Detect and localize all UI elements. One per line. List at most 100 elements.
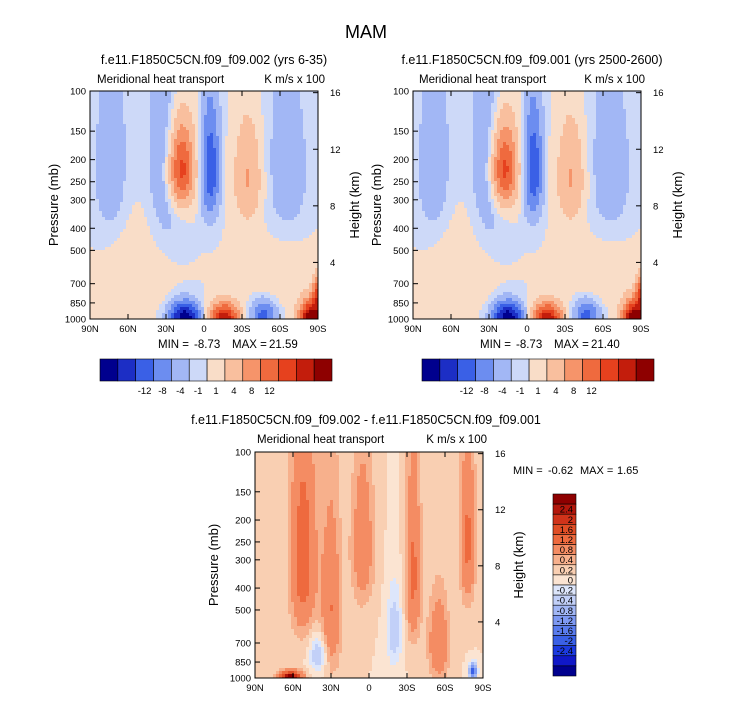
contour-cell xyxy=(267,175,271,179)
contour-cell xyxy=(186,265,190,269)
contour-cell xyxy=(312,130,316,134)
contour-cell xyxy=(237,268,241,272)
contour-cell xyxy=(138,139,142,143)
contour-cell xyxy=(216,202,220,206)
contour-cell xyxy=(291,232,295,236)
contour-cell xyxy=(207,175,211,179)
contour-cell xyxy=(186,226,190,230)
contour-cell xyxy=(276,163,280,167)
contour-cell xyxy=(186,238,190,242)
contour-cell xyxy=(108,187,112,191)
contour-cell xyxy=(258,151,262,155)
contour-cell xyxy=(117,121,121,125)
contour-cell xyxy=(120,211,124,215)
contour-cell xyxy=(192,112,196,116)
contour-cell xyxy=(249,139,253,143)
contour-cell xyxy=(99,229,103,233)
contour-cell xyxy=(180,169,184,173)
contour-cell xyxy=(225,259,229,263)
contour-cell xyxy=(198,253,202,257)
contour-cell xyxy=(312,283,316,287)
contour-cell xyxy=(192,175,196,179)
contour-cell xyxy=(186,112,190,116)
contour-cell xyxy=(231,130,235,134)
contour-cell xyxy=(270,130,274,134)
contour-cell xyxy=(189,193,193,197)
contour-cell xyxy=(240,157,244,161)
contour-cell xyxy=(177,139,181,143)
contour-cell xyxy=(198,250,202,254)
panel-title: f.e11.F1850C5CN.f09_f09.002 (yrs 6-35) xyxy=(101,53,327,67)
contour-cell xyxy=(303,280,307,284)
contour-cell xyxy=(150,247,154,251)
contour-cell xyxy=(192,244,196,248)
contour-cell xyxy=(159,127,163,131)
contour-cell xyxy=(219,166,223,170)
contour-cell xyxy=(132,106,136,110)
contour-cell xyxy=(309,133,313,137)
contour-cell xyxy=(141,202,145,206)
contour-cell xyxy=(300,265,304,269)
contour-cell xyxy=(315,274,319,278)
contour-cell xyxy=(282,190,286,194)
contour-cell xyxy=(153,199,157,203)
contour-cell xyxy=(315,235,319,239)
contour-cell xyxy=(216,232,220,236)
contour-cell xyxy=(153,160,157,164)
contour-cell xyxy=(309,217,313,221)
contour-cell xyxy=(267,169,271,173)
contour-cell xyxy=(225,193,229,197)
contour-cell xyxy=(156,139,160,143)
contour-cell xyxy=(108,229,112,233)
contour-cell xyxy=(117,244,121,248)
contour-cell xyxy=(270,280,274,284)
contour-cell xyxy=(312,169,316,173)
contour-cell xyxy=(201,145,205,149)
contour-cell xyxy=(213,163,217,167)
contour-cell xyxy=(108,232,112,236)
contour-cell xyxy=(102,106,106,110)
contour-cell xyxy=(150,274,154,278)
contour-cell xyxy=(171,277,175,281)
contour-cell xyxy=(96,184,100,188)
contour-cell xyxy=(159,115,163,119)
contour-cell xyxy=(159,163,163,167)
contour-cell xyxy=(108,106,112,110)
contour-cell xyxy=(204,160,208,164)
contour-cell xyxy=(288,232,292,236)
contour-cell xyxy=(105,172,109,176)
contour-cell xyxy=(138,172,142,176)
contour-cell xyxy=(165,187,169,191)
contour-cell xyxy=(111,109,115,113)
contour-cell xyxy=(216,127,220,131)
contour-cell xyxy=(300,241,304,245)
contour-cell xyxy=(258,163,262,167)
contour-cell xyxy=(195,151,199,155)
contour-cell xyxy=(279,172,283,176)
contour-cell xyxy=(108,154,112,158)
contour-cell xyxy=(267,115,271,119)
contour-cell xyxy=(297,241,301,245)
contour-cell xyxy=(102,283,106,287)
contour-cell xyxy=(243,193,247,197)
contour-cell xyxy=(261,103,265,107)
contour-cell xyxy=(195,175,199,179)
contour-cell xyxy=(93,178,97,182)
contour-cell xyxy=(294,148,298,152)
contour-cell xyxy=(285,160,289,164)
contour-cell xyxy=(129,124,133,128)
contour-cell xyxy=(279,103,283,107)
contour-cell xyxy=(123,178,127,182)
contour-cell xyxy=(192,238,196,242)
contour-cell xyxy=(207,226,211,230)
contour-cell xyxy=(90,283,94,287)
contour-cell xyxy=(96,223,100,227)
contour-cell xyxy=(153,202,157,206)
contour-cell xyxy=(150,124,154,128)
contour-cell xyxy=(309,202,313,206)
contour-cell xyxy=(255,118,259,122)
contour-cell xyxy=(111,256,115,260)
contour-cell xyxy=(180,211,184,215)
contour-cell xyxy=(204,247,208,251)
contour-cell xyxy=(183,217,187,221)
